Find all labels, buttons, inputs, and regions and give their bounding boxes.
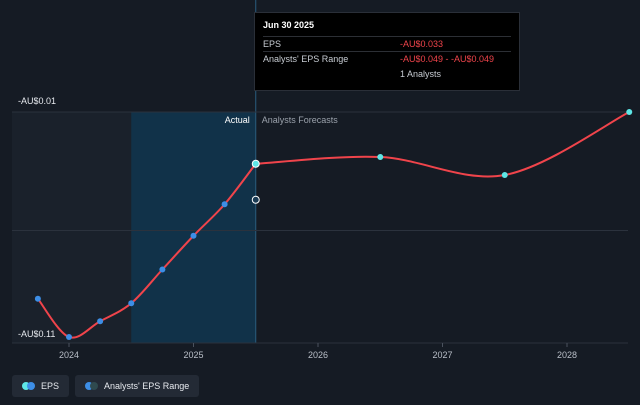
actual-shade — [131, 112, 256, 343]
eps-forecast-line — [255, 111, 630, 178]
tooltip-row-range: Analysts' EPS Range -AU$0.049 - -AU$0.04… — [263, 51, 511, 66]
eps-actual-point — [66, 334, 72, 340]
eps-actual-point — [128, 300, 135, 307]
eps-range-point — [251, 195, 260, 204]
eps-forecast-point — [626, 109, 633, 115]
y-tick-label-top: -AU$0.01 — [18, 96, 56, 106]
legend-item-eps[interactable]: EPS — [12, 375, 70, 397]
x-tick-label: 2024 — [59, 350, 79, 360]
tooltip-label: EPS — [263, 39, 282, 49]
eps-actual-point — [190, 232, 197, 239]
x-tick-label: 2028 — [557, 350, 577, 360]
tooltip-value: -AU$0.033 — [400, 39, 444, 49]
x-tick-label: 2027 — [432, 350, 452, 360]
forecast-region-label: Analysts Forecasts — [262, 115, 339, 125]
eps-actual-point — [159, 266, 166, 273]
eps-actual-point — [221, 201, 228, 208]
eps-forecast-point — [501, 172, 508, 178]
eps-forecast-point — [377, 154, 384, 160]
tooltip: Jun 30 2025 EPS -AU$0.033 Analysts' EPS … — [254, 12, 520, 91]
y-tick-label-bottom: -AU$0.11 — [18, 329, 55, 339]
eps-actual-point — [34, 295, 41, 302]
tooltip-value: -AU$0.049 - -AU$0.049 — [400, 54, 495, 64]
tooltip-row-eps: EPS -AU$0.033 — [263, 36, 511, 51]
legend-item-eps-range[interactable]: Analysts' EPS Range — [75, 375, 200, 397]
tooltip-analysts: 1 Analysts — [400, 69, 442, 79]
actual-region-label: Actual — [225, 115, 250, 125]
eps-actual-point — [251, 159, 260, 168]
x-tick-label: 2025 — [183, 350, 203, 360]
tooltip-label: Analysts' EPS Range — [263, 54, 349, 64]
dual-dot-icon — [85, 382, 99, 390]
legend: EPS Analysts' EPS Range — [12, 375, 200, 397]
eps-actual-point — [97, 318, 104, 325]
legend-label: EPS — [41, 381, 60, 391]
x-tick-label: 2026 — [308, 350, 328, 360]
legend-label: Analysts' EPS Range — [104, 381, 190, 391]
tooltip-date: Jun 30 2025 — [263, 20, 315, 30]
dual-dot-icon — [22, 382, 36, 390]
